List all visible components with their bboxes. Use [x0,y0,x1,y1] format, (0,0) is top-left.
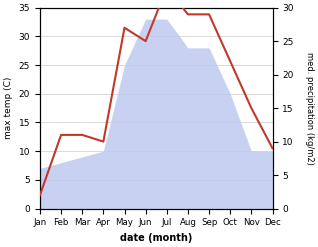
Y-axis label: med. precipitation (kg/m2): med. precipitation (kg/m2) [305,52,314,165]
Y-axis label: max temp (C): max temp (C) [4,77,13,139]
X-axis label: date (month): date (month) [120,233,192,243]
